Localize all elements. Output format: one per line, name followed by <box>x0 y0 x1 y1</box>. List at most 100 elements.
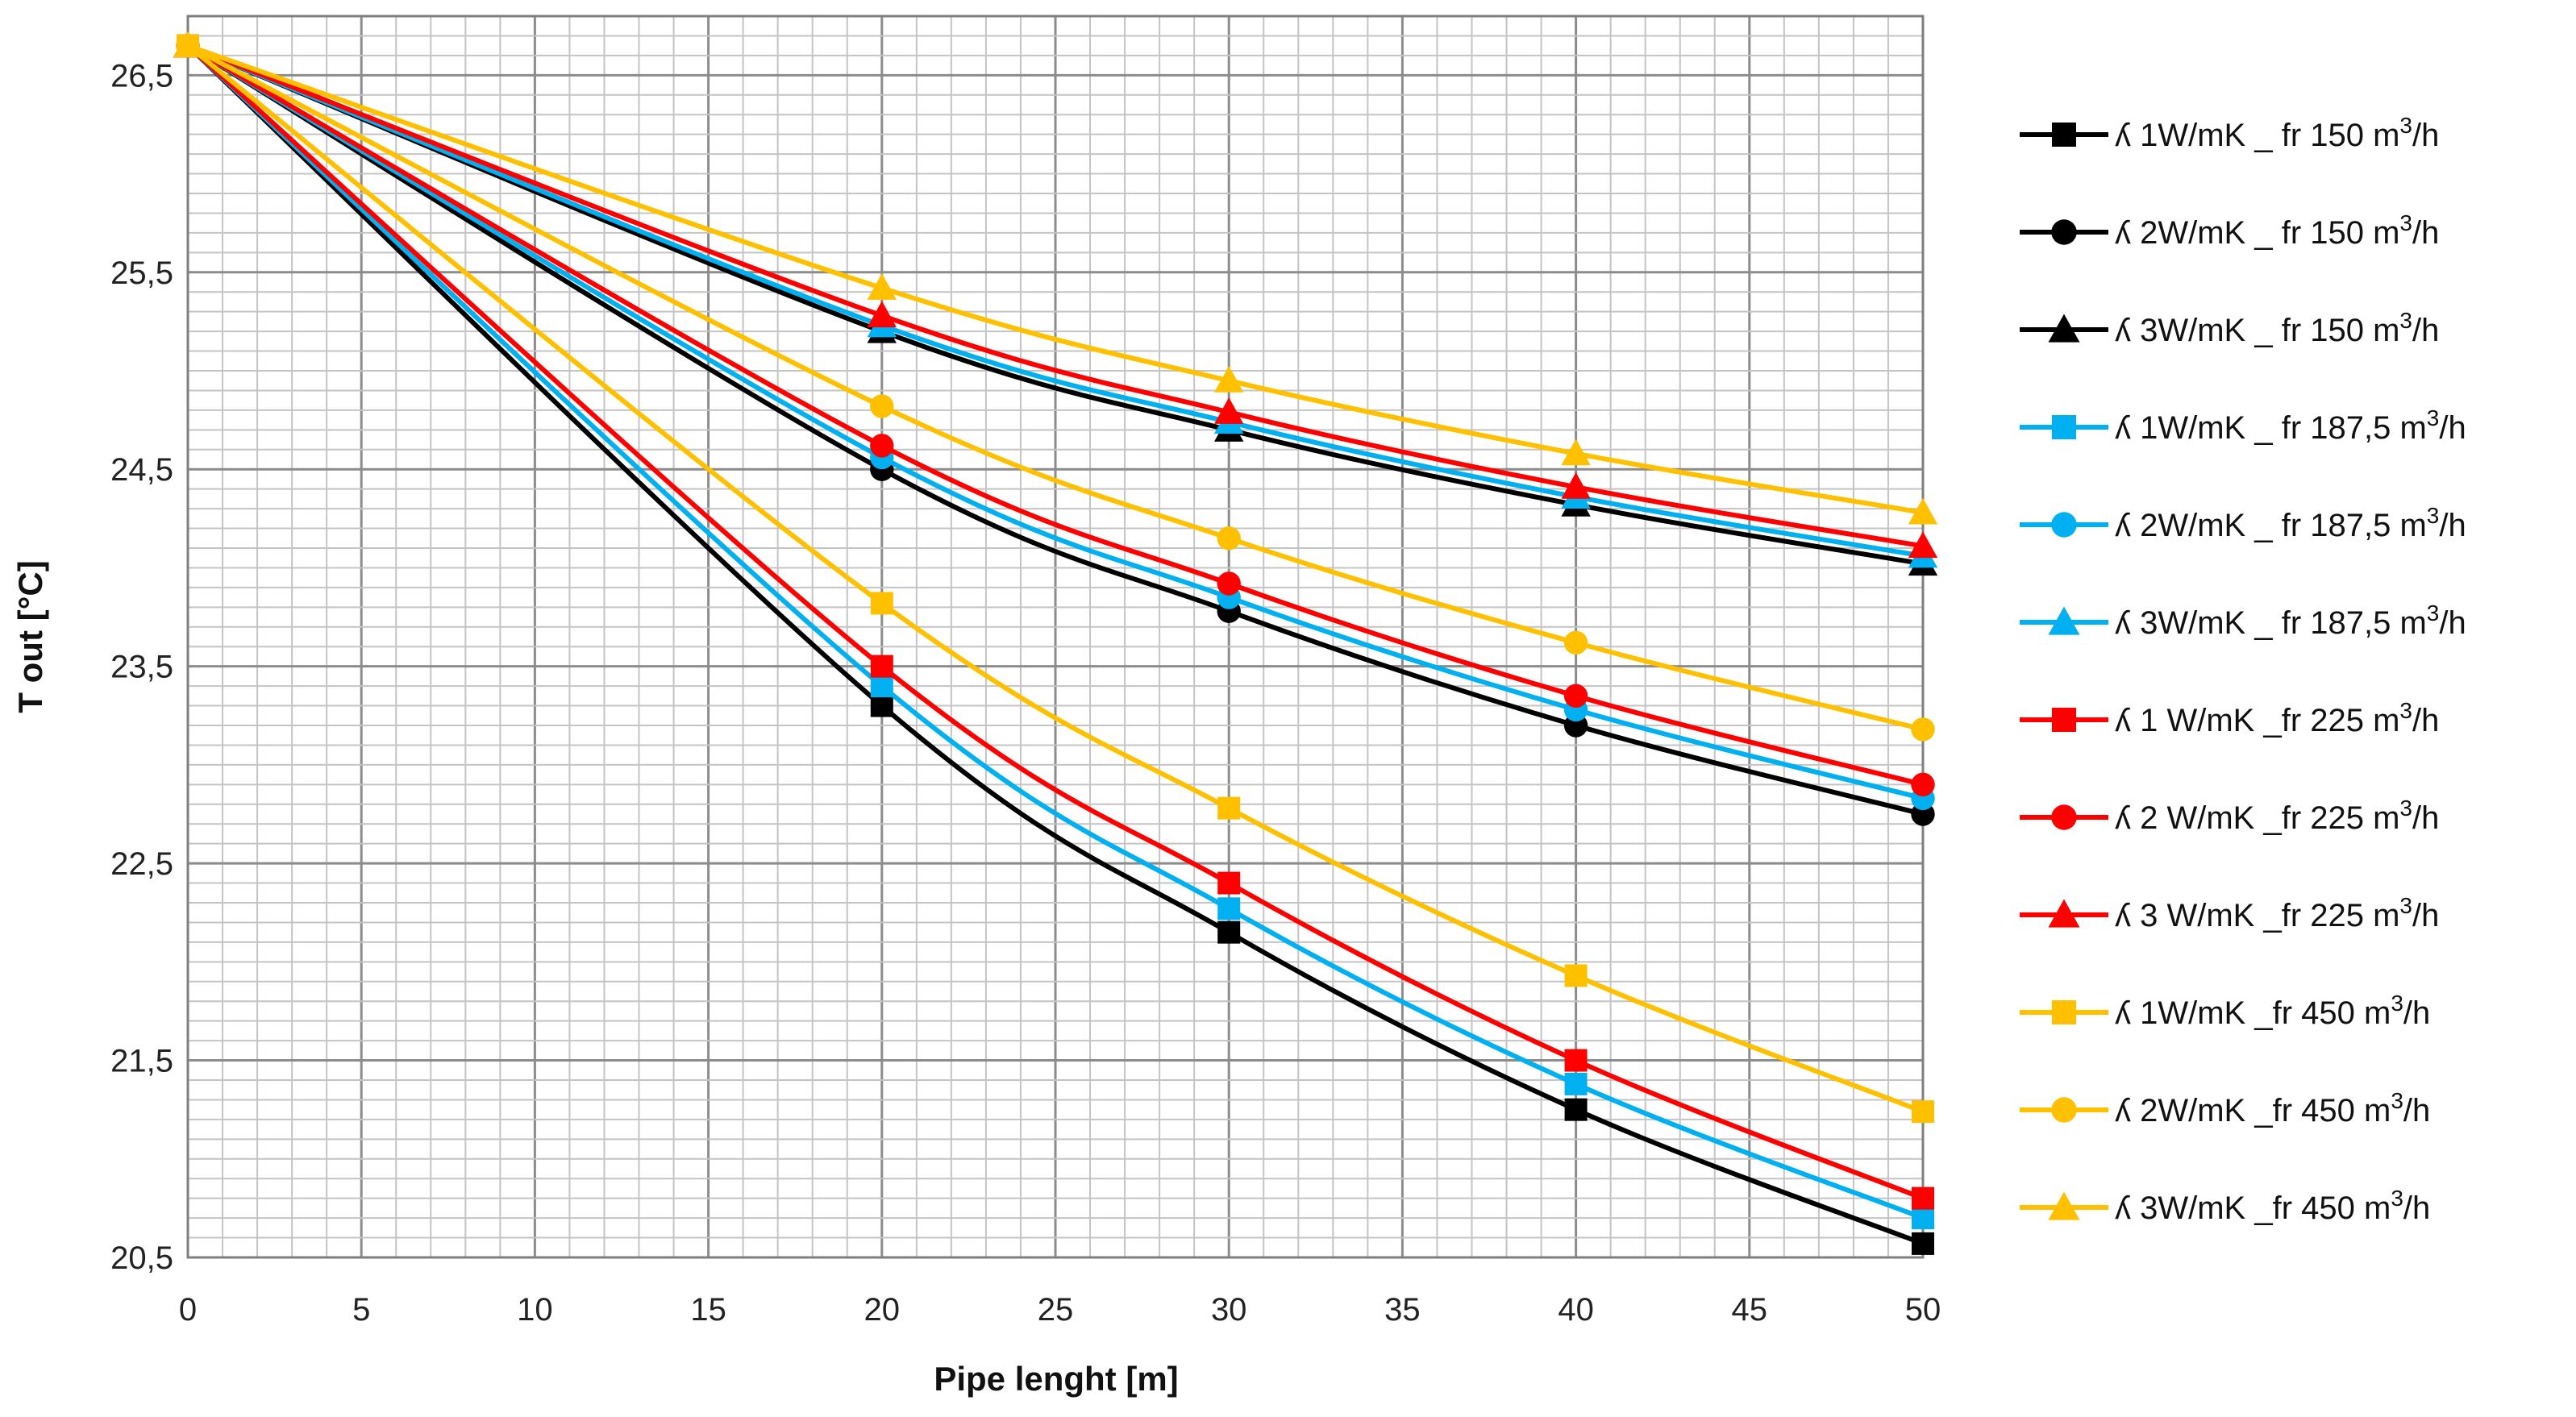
legend-swatch-marker <box>2052 415 2076 439</box>
y-tick-label: 25,5 <box>110 256 173 291</box>
legend-swatch-marker <box>2048 899 2080 928</box>
series-11 <box>176 33 1935 742</box>
data-point <box>1912 1186 1934 1210</box>
legend-item: ʎ 3W/mK _ fr 187,5 m3/h <box>2020 600 2466 641</box>
series-line <box>186 44 1924 787</box>
series-line <box>186 43 1924 559</box>
data-point <box>1908 531 1938 559</box>
legend-swatch-marker <box>2051 219 2077 245</box>
legend-label-text: ʎ 3 W/mK _fr 225 m <box>2115 898 2399 933</box>
x-tick-label: 40 <box>1558 1292 1594 1328</box>
legend-swatch-marker <box>2051 1097 2077 1123</box>
legend-label-superscript: 3 <box>2427 600 2440 625</box>
legend-label-text: ʎ 1W/mK _ fr 150 m <box>2115 118 2399 153</box>
legend-label-superscript: 3 <box>2391 991 2403 1016</box>
data-point <box>1911 717 1935 742</box>
series-line <box>185 44 1925 1201</box>
legend-item: ʎ 1W/mK _ fr 150 m3/h <box>2020 113 2439 153</box>
x-tick-label: 45 <box>1732 1292 1768 1328</box>
data-point <box>1912 1232 1934 1255</box>
data-point <box>1217 920 1241 944</box>
legend-item: ʎ 2W/mK _ fr 150 m3/h <box>2020 210 2439 251</box>
legend-label: ʎ 2W/mK _ fr 150 m3/h <box>2115 210 2439 251</box>
x-tick-label: 20 <box>864 1292 901 1328</box>
data-point <box>1217 897 1241 920</box>
x-tick-label: 50 <box>1905 1292 1941 1328</box>
legend-label-unit: /h <box>2403 1191 2430 1226</box>
data-point <box>1217 571 1241 596</box>
legend-swatch-marker <box>2048 1191 2080 1220</box>
legend-swatch-marker <box>2048 606 2080 635</box>
legend-label: ʎ 1W/mK _ fr 187,5 m3/h <box>2115 405 2466 446</box>
data-point <box>870 394 894 418</box>
y-tick-label: 21,5 <box>110 1044 173 1079</box>
x-tick-label: 35 <box>1384 1292 1421 1328</box>
x-tick-label: 30 <box>1211 1292 1247 1328</box>
legend-label-text: ʎ 3W/mK _ fr 150 m <box>2115 313 2399 348</box>
legend-item: ʎ 2W/mK _fr 450 m3/h <box>2020 1088 2430 1128</box>
legend-item: ʎ 2W/mK _ fr 187,5 m3/h <box>2020 503 2466 543</box>
series-line <box>187 43 1924 515</box>
data-point <box>1217 796 1241 820</box>
legend-label-superscript: 3 <box>2399 308 2412 333</box>
legend-label-text: ʎ 1W/mK _ fr 187,5 m <box>2115 410 2427 446</box>
legend-label: ʎ 3W/mK _fr 450 m3/h <box>2115 1186 2430 1226</box>
legend-label-unit: /h <box>2412 800 2439 836</box>
legend-label-text: ʎ 2W/mK _fr 450 m <box>2115 1093 2391 1128</box>
legend-label-text: ʎ 3W/mK _fr 450 m <box>2115 1191 2391 1226</box>
legend-label-superscript: 3 <box>2391 1088 2403 1113</box>
legend-label-text: ʎ 3W/mK _ fr 187,5 m <box>2115 605 2427 641</box>
legend-label-text: ʎ 1W/mK _fr 450 m <box>2115 995 2391 1031</box>
x-tick-label: 15 <box>690 1292 726 1328</box>
legend-label-text: ʎ 2 W/mK _fr 225 m <box>2115 800 2399 836</box>
data-point <box>1563 684 1588 708</box>
data-point <box>1561 438 1591 466</box>
legend-swatch-marker <box>2048 314 2080 343</box>
legend-label-unit: /h <box>2403 995 2430 1031</box>
legend-item: ʎ 3 W/mK _fr 225 m3/h <box>2020 893 2439 933</box>
legend-item: ʎ 1W/mK _fr 450 m3/h <box>2020 991 2430 1031</box>
series-line <box>185 44 1925 1246</box>
legend-label: ʎ 3 W/mK _fr 225 m3/h <box>2115 893 2439 933</box>
legend-item: ʎ 3W/mK _ fr 150 m3/h <box>2020 308 2439 348</box>
data-point <box>1911 772 1935 797</box>
data-point <box>1564 1049 1588 1072</box>
legend-swatch-marker <box>2052 1000 2076 1024</box>
legend-label-superscript: 3 <box>2399 113 2412 138</box>
data-point <box>1217 871 1241 895</box>
legend: ʎ 1W/mK _ fr 150 m3/hʎ 2W/mK _ fr 150 m3… <box>2020 113 2466 1226</box>
data-point <box>870 694 893 717</box>
series-line <box>186 44 1924 817</box>
legend-label: ʎ 2W/mK _fr 450 m3/h <box>2115 1088 2430 1128</box>
data-point <box>173 31 203 58</box>
legend-label: ʎ 1W/mK _ fr 150 m3/h <box>2115 113 2439 153</box>
data-point <box>1564 1098 1588 1121</box>
legend-item: ʎ 2 W/mK _fr 225 m3/h <box>2020 796 2439 836</box>
legend-label-unit: /h <box>2439 508 2466 543</box>
legend-swatch-marker <box>2051 804 2077 830</box>
data-point <box>870 675 893 698</box>
legend-label: ʎ 1W/mK _fr 450 m3/h <box>2115 991 2430 1031</box>
data-point <box>1912 1100 1934 1124</box>
series-12 <box>173 31 1938 525</box>
legend-label: ʎ 3W/mK _ fr 150 m3/h <box>2115 308 2439 348</box>
data-point <box>1214 366 1244 393</box>
legend-item: ʎ 1W/mK _ fr 187,5 m3/h <box>2020 405 2466 446</box>
series-line <box>185 44 1925 1220</box>
legend-label-superscript: 3 <box>2391 1186 2403 1211</box>
legend-label-unit: /h <box>2412 313 2439 348</box>
legend-label-unit: /h <box>2412 898 2439 933</box>
legend-swatch-marker <box>2052 708 2076 732</box>
x-tick-label: 25 <box>1038 1292 1074 1328</box>
series-line <box>186 43 1924 567</box>
data-point <box>867 301 897 328</box>
plot-series <box>173 31 1938 1255</box>
data-point <box>1217 526 1241 551</box>
legend-label-superscript: 3 <box>2427 405 2440 430</box>
data-point <box>870 434 894 458</box>
legend-label-unit: /h <box>2412 118 2439 153</box>
data-point <box>867 273 897 300</box>
legend-label: ʎ 1 W/mK _fr 225 m3/h <box>2115 698 2439 738</box>
data-point <box>1564 964 1588 987</box>
